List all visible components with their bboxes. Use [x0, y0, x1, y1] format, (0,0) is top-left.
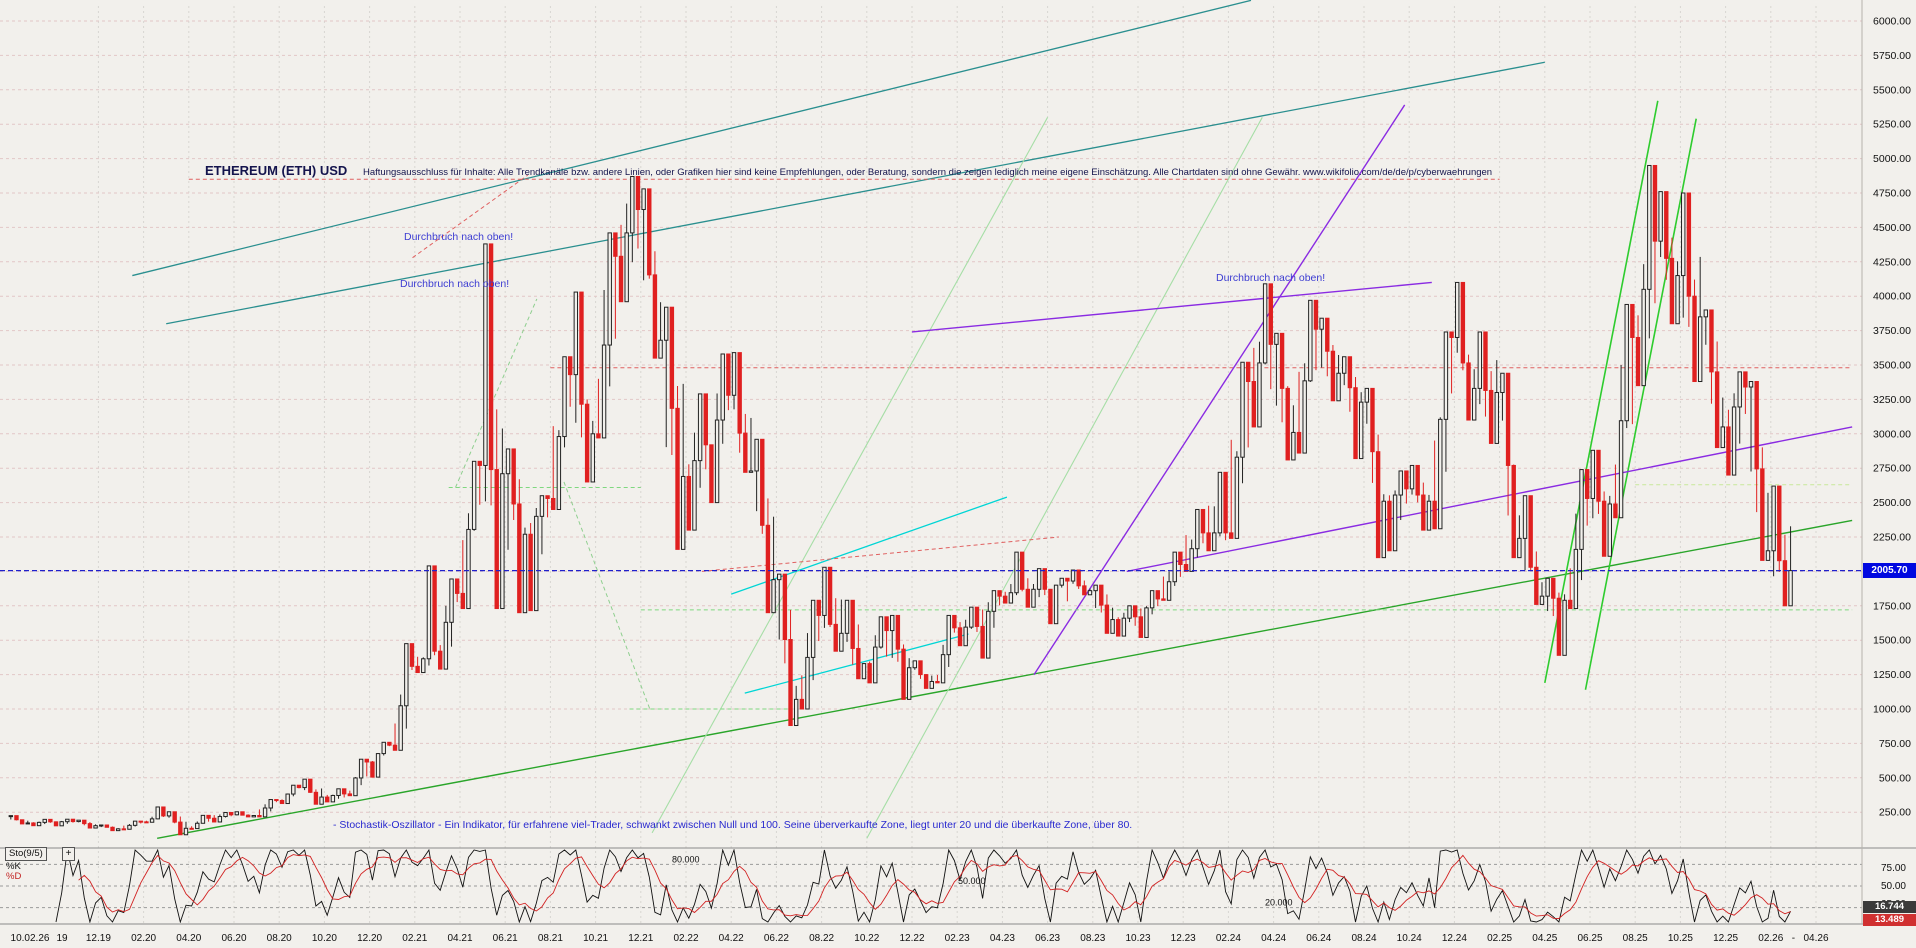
x-axis-label: 02.26	[1758, 933, 1783, 944]
x-axis-label: 12.23	[1171, 933, 1196, 944]
price-axis-label: 3750.00	[1873, 325, 1911, 337]
x-axis-label: 04.23	[990, 933, 1015, 944]
axis-labels: 12.19 02.20 04.20 06.20 08.20 10.20 12.20 02.21…	[11, 16, 1912, 945]
candlestick-series	[8, 164, 1793, 836]
x-axis-label: 08.25	[1623, 933, 1648, 944]
x-axis-label: 10.21	[583, 933, 608, 944]
trend-line-teal-channel-upper	[132, 0, 1252, 277]
x-axis-label: 02.20	[131, 933, 156, 944]
stochastic-k-line	[55, 849, 1791, 923]
price-axis-label: 4000.00	[1873, 291, 1911, 303]
sto-axis-label: 50.00	[1881, 881, 1906, 892]
x-axis-label: 06.24	[1306, 933, 1331, 944]
x-axis-label: 12.25	[1713, 933, 1738, 944]
x-axis-label: 10.23	[1125, 933, 1150, 944]
stochastic-d-line	[78, 854, 1791, 919]
price-axis-label: 4750.00	[1873, 188, 1911, 200]
x-axis-label: 12.22	[899, 933, 924, 944]
x-axis-label: 04.22	[719, 933, 744, 944]
x-axis-label: 12.19	[86, 933, 111, 944]
panel-borders	[0, 0, 1916, 925]
price-axis-label: 250.00	[1879, 807, 1911, 819]
trend-line-red-dash-up-2021	[412, 174, 529, 259]
x-axis-label: 02.21	[402, 933, 427, 944]
trend-line-purple-shallow	[1126, 426, 1853, 573]
price-axis-label: 1750.00	[1873, 600, 1911, 612]
x-axis-label: 04.24	[1261, 933, 1286, 944]
trend-line-layer	[132, 0, 1853, 840]
x-axis-label: 04.26	[1803, 933, 1828, 944]
price-axis-label: 3250.00	[1873, 394, 1911, 406]
x-axis-label: 08.20	[267, 933, 292, 944]
trend-line-long-term-support	[157, 519, 1853, 840]
sto-level-label: 80.000	[672, 854, 700, 864]
x-axis-label: 06.23	[1035, 933, 1060, 944]
x-axis-label: 12.21	[628, 933, 653, 944]
x-axis-label: 02.25	[1487, 933, 1512, 944]
price-axis-label: 5250.00	[1873, 119, 1911, 131]
price-axis-label: 1500.00	[1873, 635, 1911, 647]
x-axis-label: 06.25	[1577, 933, 1602, 944]
x-axis-label: 19	[56, 933, 68, 944]
price-axis-label: 750.00	[1879, 738, 1911, 750]
price-axis-label: 6000.00	[1873, 16, 1911, 28]
x-axis-label: 10.22	[854, 933, 879, 944]
x-axis-label: 10.25	[1668, 933, 1693, 944]
trend-line-steep-support-2	[866, 117, 1263, 839]
price-axis-label: 500.00	[1879, 772, 1911, 784]
x-axis-label: 08.21	[538, 933, 563, 944]
x-axis-label: 08.22	[809, 933, 834, 944]
x-axis-label: 10.24	[1397, 933, 1422, 944]
x-axis-label: 02.24	[1216, 933, 1241, 944]
x-axis-label: 12.24	[1442, 933, 1467, 944]
trend-line-green-dash-down-2021	[563, 481, 651, 710]
trend-line-purple-resistance	[911, 281, 1432, 333]
x-axis-today-marker: -	[1792, 933, 1795, 944]
price-axis-label: 2750.00	[1873, 463, 1911, 475]
x-axis-label: 04.25	[1532, 933, 1557, 944]
sto-axis-label: 25.00	[1881, 899, 1906, 910]
price-axis-label: 1000.00	[1873, 704, 1911, 716]
price-axis-label: 5000.00	[1873, 153, 1911, 165]
price-axis-label: 2500.00	[1873, 497, 1911, 509]
sto-level-label: 50.000	[958, 876, 986, 886]
x-axis-label: 02.23	[945, 933, 970, 944]
price-axis-label: 5500.00	[1873, 84, 1911, 96]
price-axis-label: 3500.00	[1873, 360, 1911, 372]
trend-line-teal-channel-lower	[166, 61, 1545, 325]
price-axis-label: 4250.00	[1873, 256, 1911, 268]
gridlines	[0, 6, 1862, 924]
x-axis-label: 04.20	[176, 933, 201, 944]
x-axis-label: 08.24	[1351, 933, 1376, 944]
trend-line-red-dash-mid-2023	[701, 536, 1059, 572]
stochastic-series	[55, 849, 1791, 923]
x-axis-label: 06.22	[764, 933, 789, 944]
price-axis-label: 2250.00	[1873, 532, 1911, 544]
trend-line-green-dash-up-2021	[455, 298, 538, 488]
x-axis-label: 06.21	[493, 933, 518, 944]
x-axis-label: 04.21	[447, 933, 472, 944]
x-axis-label: 12.20	[357, 933, 382, 944]
stochastic-indicator-label[interactable]: Sto(9/5)	[5, 847, 47, 861]
trend-line-purple-steep	[1033, 104, 1406, 675]
trend-line-bright-green-1	[1544, 100, 1659, 684]
sto-level-label: 20.000	[1265, 898, 1293, 908]
trend-line-steep-support-1	[651, 117, 1049, 834]
x-axis-label: 10.02.26	[11, 933, 50, 944]
price-axis-label: 5750.00	[1873, 50, 1911, 62]
x-axis-label: 02.22	[673, 933, 698, 944]
expand-indicator-button[interactable]: +	[62, 847, 75, 861]
x-axis-label: 08.23	[1080, 933, 1105, 944]
price-axis-label: 4500.00	[1873, 222, 1911, 234]
price-axis-label: 3000.00	[1873, 428, 1911, 440]
x-axis-label: 06.20	[221, 933, 246, 944]
sto-axis-label: 75.00	[1881, 863, 1906, 874]
price-axis-label: 1250.00	[1873, 669, 1911, 681]
x-axis-label: 10.20	[312, 933, 337, 944]
trend-line-bright-green-2	[1584, 118, 1698, 690]
